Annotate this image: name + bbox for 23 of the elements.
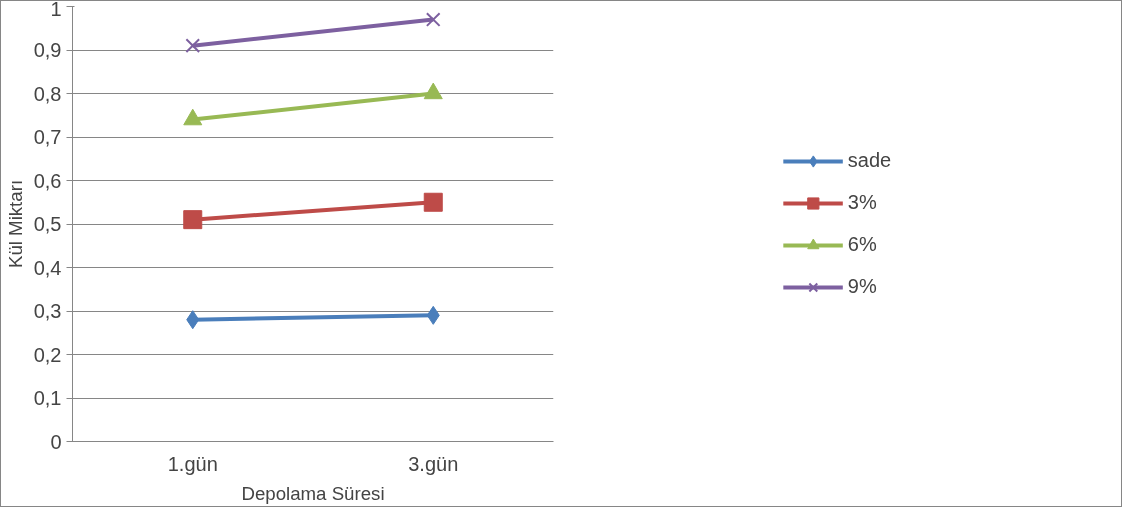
legend-label: 9% bbox=[847, 275, 877, 298]
point bbox=[183, 210, 203, 230]
legend-label: 6% bbox=[847, 233, 877, 256]
y-tick-label: 0,5 bbox=[33, 213, 62, 235]
point bbox=[185, 38, 201, 54]
x-tick-label: 3.gün bbox=[408, 452, 459, 475]
legend-label: sade bbox=[847, 149, 892, 172]
x-axis-title: Depolama Süresi bbox=[241, 482, 385, 504]
y-tick-label: 0,6 bbox=[33, 169, 62, 192]
y-axis-title: Kül Miktarı bbox=[4, 179, 26, 269]
point bbox=[425, 12, 441, 27]
y-tick-label: 0 bbox=[50, 430, 62, 453]
y-tick-label: 0,9 bbox=[33, 39, 62, 61]
legend-label: 3% bbox=[847, 191, 877, 214]
y-tick-label: 0,4 bbox=[33, 256, 62, 279]
y-tick-label: 0,1 bbox=[33, 387, 62, 409]
x-tick-label: 1.gün bbox=[167, 452, 218, 475]
y-tick-label: 0,2 bbox=[33, 343, 62, 366]
y-tick-label: 0,3 bbox=[33, 300, 62, 322]
y-tick-label: 1 bbox=[50, 0, 62, 20]
y-tick-label: 0,8 bbox=[33, 82, 62, 105]
y-tick-label: 0,7 bbox=[33, 126, 62, 148]
point bbox=[423, 192, 443, 212]
